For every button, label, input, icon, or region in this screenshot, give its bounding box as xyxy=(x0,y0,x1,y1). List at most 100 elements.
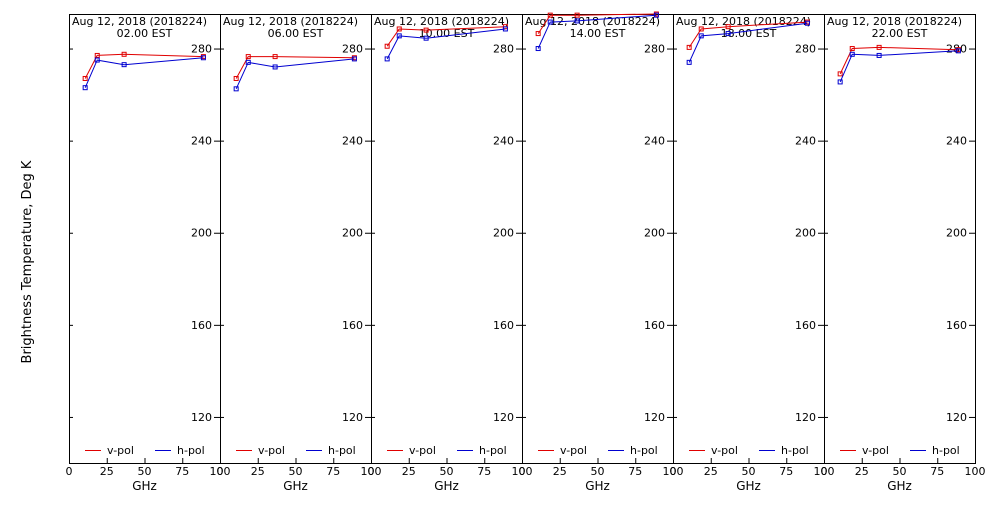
x-tick-label: 0 xyxy=(519,465,526,478)
x-tick-label: 75 xyxy=(175,465,189,478)
y-tick-label: 160 xyxy=(493,319,514,332)
x-tick-label: 0 xyxy=(670,465,677,478)
x-tick-label: 25 xyxy=(704,465,718,478)
x-tick-label: 50 xyxy=(138,465,152,478)
x-tick-label: 0 xyxy=(368,465,375,478)
y-tick-label: 200 xyxy=(946,227,967,240)
legend-label-v-pol: v-pol xyxy=(107,444,134,457)
x-tick-label: 75 xyxy=(326,465,340,478)
x-tick-label: 50 xyxy=(440,465,454,478)
y-tick-label: 280 xyxy=(191,43,212,56)
y-tick-label: 160 xyxy=(191,319,212,332)
data-point xyxy=(876,52,882,58)
data-point xyxy=(725,31,731,37)
data-point xyxy=(94,52,100,58)
legend-label-v-pol: v-pol xyxy=(560,444,587,457)
y-tick-label: 160 xyxy=(795,319,816,332)
y-tick-label: 240 xyxy=(493,135,514,148)
y-tick-label: 160 xyxy=(946,319,967,332)
legend-label-v-pol: v-pol xyxy=(258,444,285,457)
x-tick-label: 25 xyxy=(100,465,114,478)
series-line-v-pol xyxy=(839,46,959,75)
panel-title-time: 14.00 EST xyxy=(570,27,626,40)
y-tick-label: 120 xyxy=(946,411,967,424)
x-tick-label: 100 xyxy=(361,465,382,478)
y-tick-label: 240 xyxy=(946,135,967,148)
y-tick-label: 200 xyxy=(342,227,363,240)
x-tick-label: 75 xyxy=(930,465,944,478)
panel-title-date: Aug 12, 2018 (2018224) xyxy=(72,15,207,28)
x-tick-label: 25 xyxy=(855,465,869,478)
data-point xyxy=(272,64,278,70)
panel-2: Aug 12, 2018 (2018224)06.00 EST 120 160 200… xyxy=(217,14,382,493)
data-point xyxy=(849,51,855,57)
data-point xyxy=(94,57,100,63)
series-line-h-pol xyxy=(839,50,959,83)
panel-6: Aug 12, 2018 (2018224)22.00 EST 120 160 200… xyxy=(821,14,986,493)
data-point xyxy=(698,33,704,39)
legend-label-h-pol: h-pol xyxy=(177,444,205,457)
panel-title-date: Aug 12, 2018 (2018224) xyxy=(827,15,962,28)
y-tick-label: 280 xyxy=(342,43,363,56)
x-tick-label: 25 xyxy=(553,465,567,478)
series-line-v-pol xyxy=(537,13,657,34)
data-point xyxy=(837,79,843,85)
x-tick-label: 50 xyxy=(591,465,605,478)
y-axis-label: Brightness Temperature, Deg K xyxy=(20,160,35,363)
legend-label-h-pol: h-pol xyxy=(328,444,356,457)
series-line-h-pol xyxy=(235,58,355,90)
legend-label-h-pol: h-pol xyxy=(932,444,960,457)
x-tick-label: 100 xyxy=(210,465,231,478)
series-line-h-pol xyxy=(688,22,808,63)
data-point xyxy=(698,26,704,32)
y-tick-label: 120 xyxy=(191,411,212,424)
data-point xyxy=(121,51,127,57)
data-point xyxy=(121,62,127,68)
data-point xyxy=(396,26,402,32)
x-tick-label: 75 xyxy=(477,465,491,478)
y-tick-label: 280 xyxy=(493,43,514,56)
y-tick-label: 120 xyxy=(644,411,665,424)
x-tick-label: 75 xyxy=(779,465,793,478)
y-tick-label: 280 xyxy=(644,43,665,56)
y-tick-label: 240 xyxy=(644,135,665,148)
data-point xyxy=(547,19,553,25)
panel-1: Aug 12, 2018 (2018224)02.00 EST 120 160 200… xyxy=(66,14,231,493)
data-point xyxy=(200,55,206,61)
legend-label-v-pol: v-pol xyxy=(862,444,889,457)
series-line-v-pol xyxy=(84,53,204,79)
y-tick-label: 200 xyxy=(191,227,212,240)
legend-label-h-pol: h-pol xyxy=(781,444,809,457)
legend-label-h-pol: h-pol xyxy=(630,444,658,457)
y-tick-label: 240 xyxy=(342,135,363,148)
y-tick-label: 120 xyxy=(493,411,514,424)
data-point xyxy=(837,71,843,77)
panel-title-time: 22.00 EST xyxy=(872,27,928,40)
panel-title-time: 02.00 EST xyxy=(117,27,173,40)
data-point xyxy=(351,56,357,62)
panel-title-date: Aug 12, 2018 (2018224) xyxy=(525,15,660,28)
legend-label-v-pol: v-pol xyxy=(409,444,436,457)
data-point xyxy=(396,33,402,39)
x-axis-label: GHz xyxy=(585,479,610,493)
x-axis-label: GHz xyxy=(132,479,157,493)
x-tick-label: 25 xyxy=(402,465,416,478)
y-tick-label: 120 xyxy=(795,411,816,424)
panel-title-date: Aug 12, 2018 (2018224) xyxy=(676,15,811,28)
data-point xyxy=(725,24,731,30)
y-tick-label: 120 xyxy=(342,411,363,424)
y-tick-label: 280 xyxy=(795,43,816,56)
panel-title-time: 18.00 EST xyxy=(721,27,777,40)
y-tick-label: 240 xyxy=(795,135,816,148)
series-line-h-pol xyxy=(84,57,204,88)
data-point xyxy=(955,48,961,54)
legend-label-v-pol: v-pol xyxy=(711,444,738,457)
x-tick-label: 0 xyxy=(66,465,73,478)
x-tick-label: 50 xyxy=(742,465,756,478)
x-tick-label: 0 xyxy=(217,465,224,478)
x-axis-label: GHz xyxy=(434,479,459,493)
data-point xyxy=(535,46,541,52)
data-point xyxy=(384,56,390,62)
data-point xyxy=(423,35,429,41)
